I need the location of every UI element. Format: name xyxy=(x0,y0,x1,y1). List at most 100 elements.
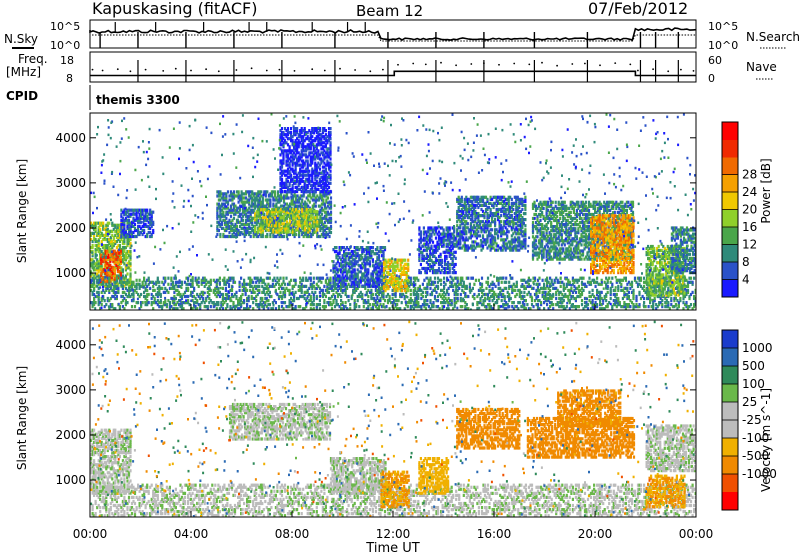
echo-cell xyxy=(301,230,304,235)
echo-cell xyxy=(278,210,281,214)
echo-cell xyxy=(223,218,226,222)
echo-cell xyxy=(315,276,318,280)
nave-point-6 xyxy=(174,67,177,70)
echo-cell xyxy=(599,290,602,294)
echo-cell xyxy=(225,220,228,224)
echo-cell xyxy=(565,305,568,309)
echo-cell xyxy=(536,284,540,288)
echo-cell xyxy=(294,169,297,173)
echo-cell xyxy=(288,187,291,191)
echo-cell xyxy=(316,226,319,230)
echo-cell xyxy=(302,185,305,189)
echo-cell xyxy=(232,280,235,284)
echo-cell xyxy=(90,282,93,286)
echo-cell xyxy=(235,296,238,301)
echo-cell xyxy=(126,221,129,225)
echo-cell xyxy=(505,301,508,305)
echo-cell xyxy=(686,305,690,309)
echo-cell xyxy=(156,290,159,294)
echo-cell xyxy=(430,280,434,284)
echo-cell xyxy=(661,305,664,309)
echo-cell xyxy=(344,288,347,292)
echo-cell xyxy=(305,230,308,235)
echo-cell xyxy=(281,222,284,226)
echo-cell xyxy=(299,157,302,161)
echo-cell xyxy=(273,198,276,202)
echo-cell xyxy=(164,290,167,294)
echo-cell xyxy=(336,303,340,307)
echo-cell xyxy=(238,303,241,307)
echo-cell xyxy=(107,273,110,278)
echo-cell xyxy=(458,286,461,290)
echo-cell xyxy=(305,153,308,157)
echo-cell xyxy=(245,232,248,237)
echo-cell xyxy=(433,296,437,301)
echo-cell xyxy=(272,234,275,239)
echo-cell xyxy=(124,276,127,280)
nsky-label: N.Sky xyxy=(4,32,38,46)
echo-cell xyxy=(240,303,243,307)
echo-cell xyxy=(243,288,246,292)
echo-cell xyxy=(126,280,129,284)
echo-cell xyxy=(417,296,420,301)
echo-cell xyxy=(279,232,283,237)
echo-cell xyxy=(418,305,421,309)
echo-cell xyxy=(424,294,427,299)
echo-cell xyxy=(315,296,318,301)
echo-cell xyxy=(288,163,291,167)
echo-cell xyxy=(226,278,229,282)
echo-cell xyxy=(295,194,298,198)
echo-cell xyxy=(99,223,102,227)
echo-cell xyxy=(147,220,150,224)
echo-cell xyxy=(336,288,340,292)
echo-cell xyxy=(223,222,226,226)
echo-cell xyxy=(112,249,115,253)
echo-cell xyxy=(309,157,312,161)
echo-cell xyxy=(325,232,328,237)
echo-cell xyxy=(256,305,259,309)
echo-cell xyxy=(124,256,127,260)
echo-cell xyxy=(508,284,511,288)
echo-cell xyxy=(308,129,311,133)
echo-cell xyxy=(129,226,132,230)
echo-cell xyxy=(423,303,426,307)
echo-cell xyxy=(302,212,305,216)
echo-cell xyxy=(168,307,171,310)
echo-cell xyxy=(152,280,155,284)
echo-cell xyxy=(279,276,282,280)
echo-cell xyxy=(506,294,509,299)
echo-cell xyxy=(511,301,514,305)
echo-cell xyxy=(216,224,219,228)
echo-cell xyxy=(251,218,254,222)
echo-cell xyxy=(299,218,302,222)
echo-cell xyxy=(229,224,233,228)
echo-cell xyxy=(109,239,112,244)
echo-cell xyxy=(285,228,289,232)
echo-cell xyxy=(638,303,641,307)
echo-cell xyxy=(246,216,249,220)
echo-cell xyxy=(99,227,102,231)
echo-cell xyxy=(346,286,349,290)
echo-cell xyxy=(491,307,494,310)
echo-cell xyxy=(329,218,333,222)
echo-cell xyxy=(263,216,266,220)
echo-cell xyxy=(296,214,299,218)
echo-cell xyxy=(217,192,220,196)
echo-cell xyxy=(280,294,284,299)
echo-cell xyxy=(293,208,296,212)
echo-cell xyxy=(577,290,580,294)
echo-cell xyxy=(211,301,214,305)
echo-cell xyxy=(523,290,526,294)
echo-cell xyxy=(258,206,261,210)
echo-cell xyxy=(279,165,282,169)
echo-cell xyxy=(199,296,202,301)
echo-cell xyxy=(278,232,281,237)
echo-cell xyxy=(308,214,311,218)
echo-cell xyxy=(290,159,293,163)
echo-cell xyxy=(370,307,373,310)
echo-cell xyxy=(517,288,520,292)
echo-cell xyxy=(121,268,124,272)
echo-cell xyxy=(293,204,296,208)
echo-cell xyxy=(677,301,680,305)
echo-cell xyxy=(226,303,229,307)
